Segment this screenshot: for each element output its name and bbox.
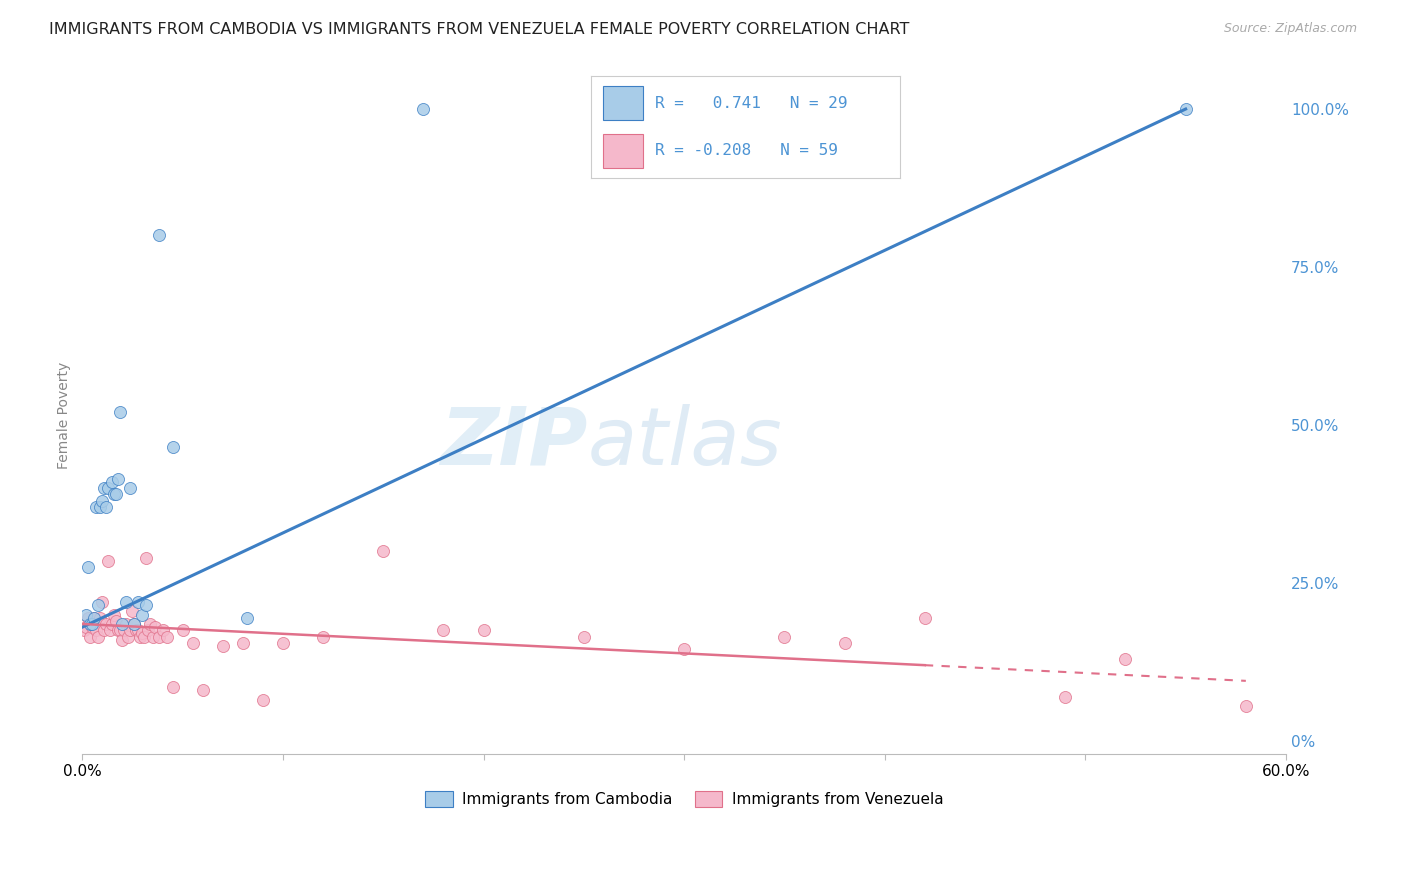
Point [135, 598, 157, 612]
Point [129, 630, 152, 644]
Point [93, 481, 115, 495]
Point [127, 595, 149, 609]
Point [79, 630, 101, 644]
Point [152, 624, 174, 638]
Text: R =   0.741   N = 29: R = 0.741 N = 29 [655, 96, 848, 111]
Point [97, 481, 120, 495]
Point [373, 544, 395, 558]
Text: IMMIGRANTS FROM CAMBODIA VS IMMIGRANTS FROM VENEZUELA FEMALE POVERTY CORRELATION: IMMIGRANTS FROM CAMBODIA VS IMMIGRANTS F… [49, 22, 910, 37]
Point [211, 639, 233, 653]
Point [236, 610, 259, 624]
Point [120, 481, 142, 495]
Point [117, 630, 139, 644]
Point [135, 550, 157, 565]
Point [120, 624, 142, 638]
Point [131, 607, 153, 622]
Point [96, 500, 118, 514]
Point [138, 624, 160, 638]
Point [87, 630, 110, 644]
Point [79, 617, 101, 632]
Point [125, 624, 148, 638]
Point [77, 610, 100, 624]
Point [86, 500, 108, 514]
Point [773, 630, 796, 644]
Point [673, 642, 696, 657]
Point [105, 487, 128, 501]
Point [127, 624, 149, 638]
Point [139, 617, 162, 632]
Point [155, 630, 177, 644]
Point [93, 624, 115, 638]
Point [1054, 690, 1077, 704]
Point [110, 624, 132, 638]
Point [271, 636, 294, 650]
Point [103, 487, 125, 501]
Point [86, 624, 108, 638]
Point [143, 620, 166, 634]
Point [105, 614, 128, 628]
Text: atlas: atlas [588, 403, 783, 482]
Point [111, 632, 134, 647]
Point [75, 620, 97, 634]
Point [101, 475, 124, 489]
Point [107, 472, 129, 486]
Point [121, 604, 143, 618]
Point [107, 624, 129, 638]
Point [141, 630, 163, 644]
Point [110, 405, 132, 419]
Point [124, 617, 146, 632]
Point [115, 617, 138, 632]
Point [172, 624, 194, 638]
Point [134, 630, 156, 644]
Point [89, 610, 111, 624]
Bar [603, 87, 643, 120]
Point [83, 610, 105, 624]
Text: ZIP: ZIP [440, 403, 588, 482]
Point [75, 607, 97, 622]
Point [232, 636, 254, 650]
Point [412, 102, 434, 116]
Point [101, 617, 124, 632]
Point [91, 493, 114, 508]
Point [191, 683, 214, 698]
Point [112, 624, 135, 638]
Point [1114, 651, 1136, 665]
Point [834, 636, 856, 650]
Point [148, 630, 170, 644]
Bar [603, 135, 643, 168]
Point [73, 624, 96, 638]
Point [82, 617, 104, 632]
Point [124, 617, 146, 632]
Point [914, 610, 936, 624]
Point [89, 500, 111, 514]
Point [96, 617, 118, 632]
Point [87, 598, 110, 612]
Point [1234, 699, 1257, 714]
Point [312, 630, 335, 644]
Legend: Immigrants from Cambodia, Immigrants from Venezuela: Immigrants from Cambodia, Immigrants fro… [419, 785, 949, 814]
Point [103, 607, 125, 622]
Point [111, 617, 134, 632]
Point [148, 228, 170, 243]
Point [115, 595, 138, 609]
Text: R = -0.208   N = 59: R = -0.208 N = 59 [655, 144, 838, 158]
Point [181, 636, 204, 650]
Point [91, 595, 114, 609]
Point [162, 680, 184, 694]
Point [572, 630, 595, 644]
Point [97, 554, 120, 568]
Point [472, 624, 495, 638]
Point [83, 610, 105, 624]
Text: Source: ZipAtlas.com: Source: ZipAtlas.com [1223, 22, 1357, 36]
Point [77, 560, 100, 574]
Point [82, 620, 104, 634]
Point [1174, 102, 1197, 116]
Point [252, 693, 274, 707]
Point [100, 624, 122, 638]
Point [432, 624, 454, 638]
Point [162, 440, 184, 454]
Point [131, 626, 153, 640]
Y-axis label: Female Poverty: Female Poverty [58, 362, 72, 469]
